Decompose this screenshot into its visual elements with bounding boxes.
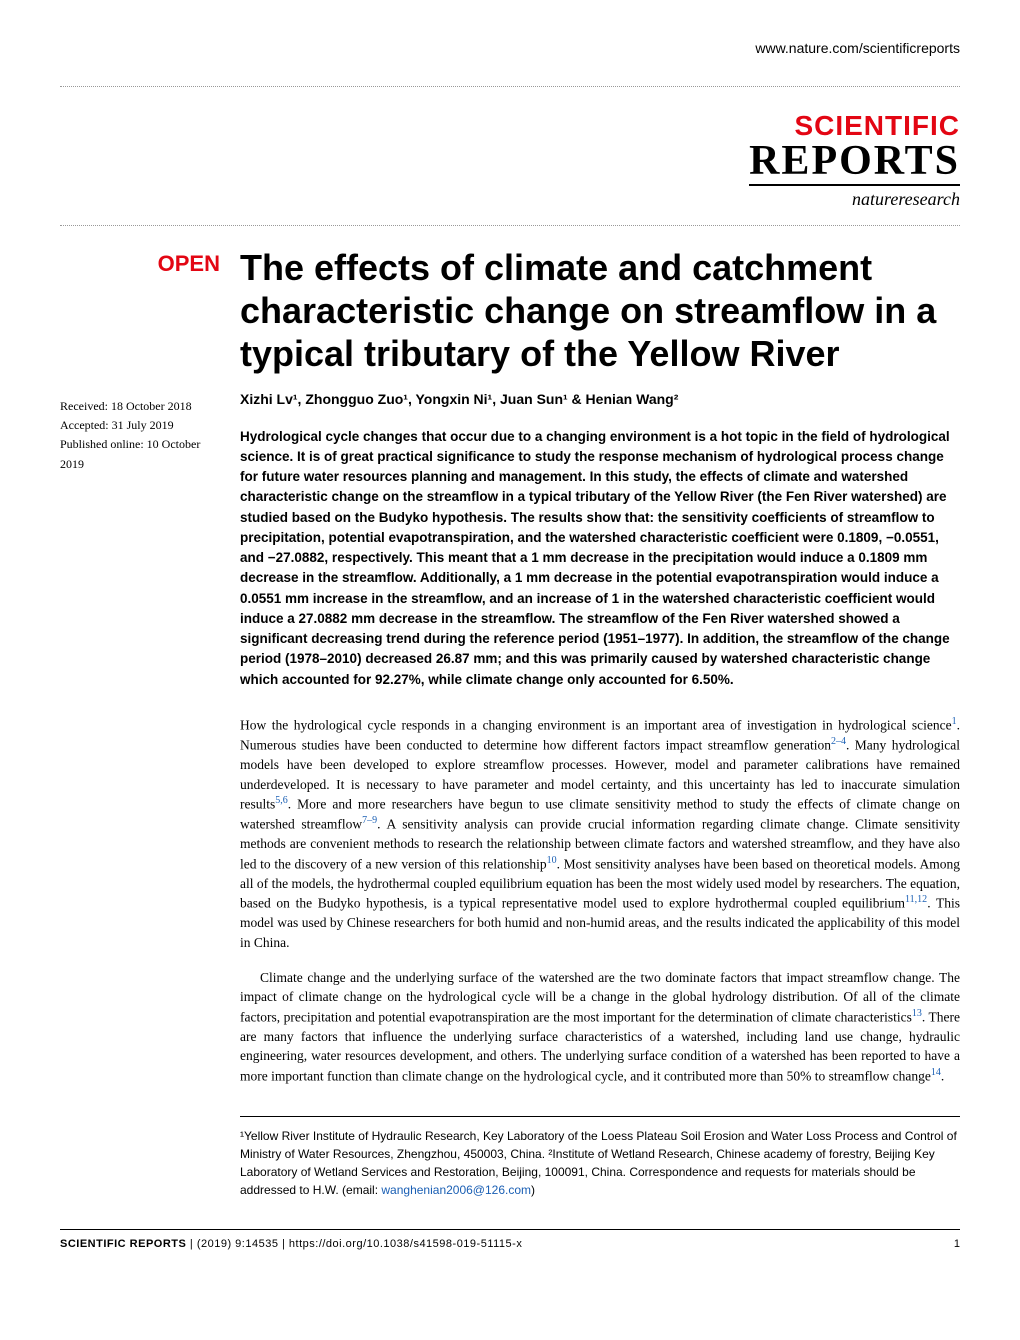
page-number: 1 [954, 1238, 960, 1250]
body-paragraph-1: How the hydrological cycle responds in a… [240, 715, 960, 953]
article-title: The effects of climate and catchment cha… [240, 246, 960, 376]
footer-citation: SCIENTIFIC REPORTS | (2019) 9:14535 | ht… [60, 1238, 522, 1250]
ref-link[interactable]: 7–9 [362, 815, 377, 826]
email-link[interactable]: wanghenian2006@126.com [381, 1183, 531, 1197]
affiliation-text: ¹Yellow River Institute of Hydraulic Res… [240, 1129, 957, 1197]
separator: | [186, 1238, 196, 1250]
ref-link[interactable]: 5,6 [275, 795, 288, 806]
published-date: Published online: 10 October 2019 [60, 435, 220, 473]
ref-link[interactable]: 10 [547, 855, 557, 866]
ref-link[interactable]: 11,12 [905, 894, 927, 905]
right-column: The effects of climate and catchment cha… [240, 246, 960, 1199]
page-footer: SCIENTIFIC REPORTS | (2019) 9:14535 | ht… [60, 1229, 960, 1250]
text: How the hydrological cycle responds in a… [240, 717, 952, 732]
authors: Xizhi Lv¹, Zhongguo Zuo¹, Yongxin Ni¹, J… [240, 391, 960, 407]
received-date: Received: 18 October 2018 [60, 397, 220, 416]
body-paragraph-2: Climate change and the underlying surfac… [240, 968, 960, 1086]
left-column: OPEN Received: 18 October 2018 Accepted:… [60, 246, 220, 1199]
text: Climate change and the underlying surfac… [240, 970, 960, 1025]
ref-link[interactable]: 2–4 [831, 736, 846, 747]
divider [60, 225, 960, 226]
logo-line1: SCIENTIFIC [60, 112, 960, 140]
text: . [941, 1068, 944, 1083]
abstract: Hydrological cycle changes that occur du… [240, 427, 960, 690]
logo-line3: natureresearch [60, 189, 960, 210]
ref-link[interactable]: 14 [931, 1067, 941, 1078]
publication-dates: Received: 18 October 2018 Accepted: 31 J… [60, 397, 220, 474]
divider [60, 86, 960, 87]
header-url: www.nature.com/scientificreports [60, 40, 960, 56]
journal-logo: SCIENTIFIC REPORTS natureresearch [60, 112, 960, 210]
affiliations: ¹Yellow River Institute of Hydraulic Res… [240, 1116, 960, 1199]
ref-link[interactable]: 13 [912, 1008, 922, 1019]
logo-line2: REPORTS [749, 140, 960, 186]
citation: (2019) 9:14535 | https://doi.org/10.1038… [197, 1238, 523, 1250]
main-content: OPEN Received: 18 October 2018 Accepted:… [60, 246, 960, 1199]
open-access-badge: OPEN [60, 251, 220, 277]
accepted-date: Accepted: 31 July 2019 [60, 416, 220, 435]
journal-name: SCIENTIFIC REPORTS [60, 1238, 186, 1250]
affiliation-text: ) [531, 1183, 535, 1197]
